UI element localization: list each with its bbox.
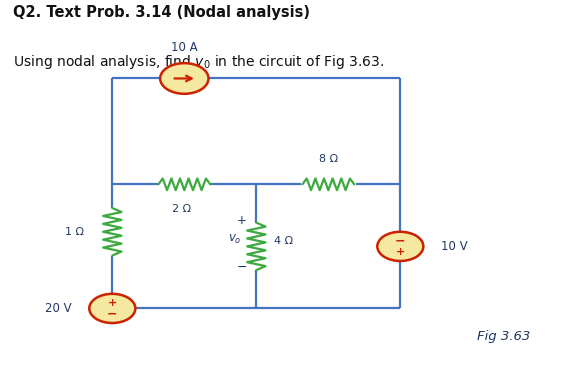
Text: 2 Ω: 2 Ω bbox=[172, 204, 191, 214]
Text: Q2. Text Prob. 3.14 (Nodal analysis): Q2. Text Prob. 3.14 (Nodal analysis) bbox=[13, 5, 310, 20]
Text: −: − bbox=[395, 234, 406, 247]
Circle shape bbox=[160, 63, 209, 94]
Text: −: − bbox=[237, 261, 247, 274]
Circle shape bbox=[89, 294, 135, 323]
Text: $v_o$: $v_o$ bbox=[228, 233, 241, 246]
Text: 20 V: 20 V bbox=[46, 302, 72, 315]
Text: +: + bbox=[237, 214, 247, 227]
Text: 10 V: 10 V bbox=[441, 240, 467, 253]
Text: Fig 3.63: Fig 3.63 bbox=[477, 330, 530, 343]
Text: −: − bbox=[107, 307, 118, 320]
Text: 4 Ω: 4 Ω bbox=[274, 236, 293, 246]
Text: 1 Ω: 1 Ω bbox=[65, 227, 84, 237]
Text: 8 Ω: 8 Ω bbox=[319, 154, 338, 164]
Text: 10 A: 10 A bbox=[171, 41, 198, 54]
Circle shape bbox=[377, 232, 423, 261]
Text: +: + bbox=[396, 247, 405, 257]
Text: Using nodal analysis, find $v_0$ in the circuit of Fig 3.63.: Using nodal analysis, find $v_0$ in the … bbox=[13, 53, 384, 71]
Text: +: + bbox=[108, 298, 117, 308]
